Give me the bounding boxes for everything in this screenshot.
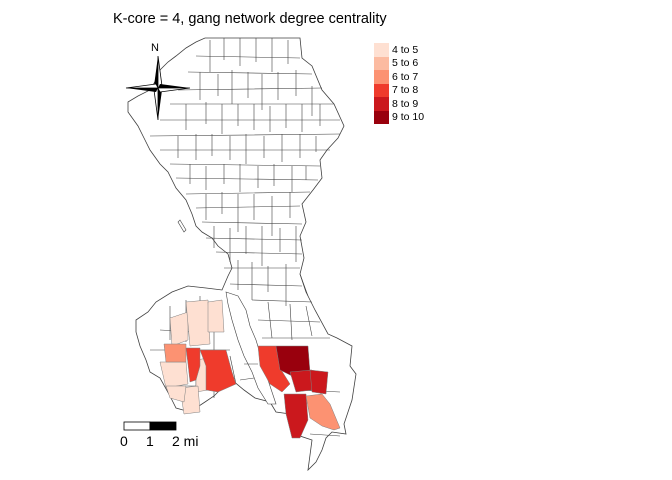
region-4-to-5 [165, 385, 187, 403]
legend-item: 4 to 5 [374, 43, 424, 57]
region-4-to-5 [185, 299, 211, 347]
legend-swatch [374, 70, 389, 84]
legend-swatch [374, 110, 389, 124]
legend-swatch [374, 56, 389, 70]
legend-label: 6 to 7 [392, 70, 419, 83]
legend-swatch [374, 43, 389, 57]
scale-label-1: 1 [146, 433, 154, 449]
legend-item: 9 to 10 [374, 110, 425, 124]
waterway [225, 291, 277, 405]
scale-label-0: 0 [120, 433, 128, 449]
legend-label: 8 to 9 [392, 97, 419, 110]
map-title: K-core = 4, gang network degree centrali… [113, 11, 387, 27]
region-7-to-8 [199, 349, 237, 393]
scale-label-2: 2 mi [172, 433, 199, 449]
legend-swatch [374, 83, 389, 97]
legend-label: 4 to 5 [392, 43, 419, 56]
legend-label: 5 to 6 [392, 57, 419, 70]
choropleth-regions [159, 299, 341, 439]
legend-item: 8 to 9 [374, 97, 424, 111]
region-6-to-7 [305, 393, 341, 431]
compass-icon [125, 55, 191, 121]
region-4-to-5 [169, 311, 189, 347]
region-8-to-9 [309, 369, 329, 395]
scale-bar [123, 421, 177, 431]
region-4-to-5 [207, 299, 225, 333]
region-6-to-7 [163, 343, 187, 363]
region-7-to-8 [185, 347, 201, 383]
legend-item: 7 to 8 [374, 83, 424, 97]
legend-swatch [374, 97, 389, 111]
north-label: N [151, 42, 159, 54]
legend-label: 9 to 10 [392, 111, 425, 124]
legend-item: 5 to 6 [374, 56, 424, 70]
region-8-to-9 [283, 393, 309, 439]
legend: 4 to 5 5 to 6 6 to 7 7 to 8 8 to 9 9 to … [374, 43, 424, 124]
legend-label: 7 to 8 [392, 84, 419, 97]
legend-item: 6 to 7 [374, 70, 424, 84]
